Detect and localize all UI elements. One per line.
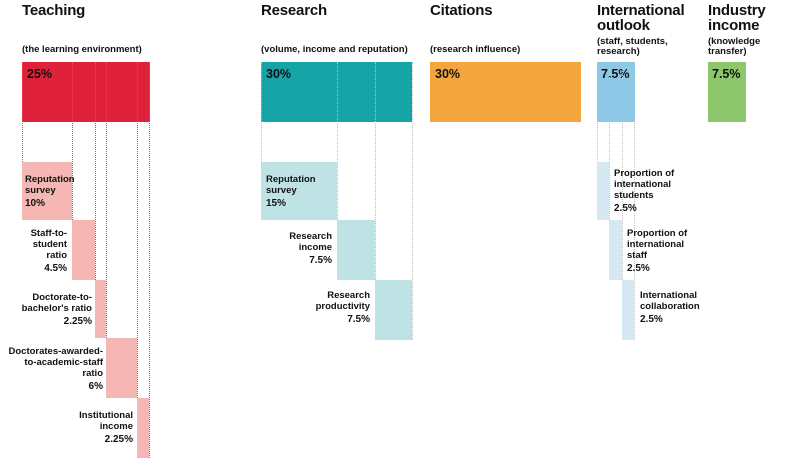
- research-guide-line: [337, 62, 338, 220]
- international-staff-value: 2.5%: [627, 263, 650, 274]
- international-collaboration-value: 2.5%: [640, 314, 663, 325]
- research-reputation-survey-bar: [261, 162, 337, 220]
- research-productivity-label: Research productivity 7.5%: [315, 290, 370, 325]
- research-income-value: 7.5%: [309, 255, 332, 266]
- research-income-bar: [337, 220, 375, 280]
- research-productivity-bar: [375, 280, 412, 340]
- international-staff-bar: [609, 220, 622, 280]
- citations-weight-bar: 30%: [430, 62, 581, 122]
- industry-weight-label: 7.5%: [712, 67, 741, 81]
- teaching-title: Teaching: [22, 2, 86, 19]
- citations-title: Citations: [430, 2, 493, 19]
- research-weight-label: 30%: [266, 67, 292, 81]
- teaching-subtitle: (the learning environment): [22, 44, 142, 55]
- international-guide-line: [622, 62, 623, 280]
- research-guide-line: [375, 62, 376, 280]
- teaching-doctorate-bachelor-ratio-value: 2.25%: [63, 316, 92, 327]
- research-income-label: Research income 7.5%: [289, 231, 332, 266]
- teaching-staff-student-ratio-value: 4.5%: [44, 263, 67, 274]
- international-guide-line: [609, 62, 610, 220]
- research-weight-bar: 30%: [261, 62, 412, 122]
- teaching-guide-line: [149, 62, 150, 458]
- international-guide-line: [597, 62, 598, 162]
- research-productivity-value: 7.5%: [347, 314, 370, 325]
- international-collaboration-label: International collaboration 2.5%: [640, 290, 700, 325]
- teaching-reputation-survey-label: Reputation survey 10%: [25, 174, 75, 209]
- international-subtitle-line2: research): [597, 46, 640, 57]
- teaching-guide-line: [72, 62, 73, 220]
- teaching-doctorates-awarded-value: 6%: [88, 381, 103, 392]
- international-weight-label: 7.5%: [601, 67, 630, 81]
- teaching-weight-bar: 25%: [22, 62, 150, 122]
- research-guide-line: [412, 62, 413, 340]
- research-reputation-survey-label: Reputation survey 15%: [266, 174, 316, 209]
- industry-title-line1: Industry: [708, 2, 766, 19]
- international-students-bar: [597, 162, 609, 220]
- industry-weight-bar: 7.5%: [708, 62, 746, 122]
- teaching-guide-line: [137, 62, 138, 398]
- international-title-line1: International: [597, 2, 685, 19]
- industry-subtitle-line1: (knowledge: [708, 36, 761, 47]
- teaching-institutional-income-value: 2.25%: [104, 434, 133, 445]
- international-guide-line: [634, 62, 635, 340]
- teaching-staff-student-ratio-label: Staff-to-student ratio 4.5%: [30, 228, 67, 274]
- teaching-guide-line: [22, 62, 23, 162]
- industry-subtitle-line2: transfer): [708, 46, 747, 57]
- teaching-doctorates-awarded-label: Doctorates-awarded-to-academic-staff rati…: [8, 346, 104, 392]
- teaching-doctorates-awarded-bar: [106, 338, 137, 398]
- teaching-institutional-income-bar: [137, 398, 149, 458]
- international-weight-bar: 7.5%: [597, 62, 635, 122]
- research-guide-line: [261, 62, 262, 162]
- teaching-doctorate-bachelor-ratio-label: Doctorate-to-bachelor's ratio 2.25%: [21, 292, 92, 327]
- teaching-guide-line: [106, 62, 107, 338]
- international-students-value: 2.5%: [614, 203, 637, 214]
- international-title-line2: outlook: [597, 17, 650, 34]
- teaching-institutional-income-label: Institutional income 2.25%: [79, 410, 133, 445]
- industry-title-line2: income: [708, 17, 760, 34]
- teaching-reputation-survey-bar: [22, 162, 72, 220]
- international-subtitle-line1: (staff, students,: [597, 36, 668, 47]
- international-students-label: Proportion of international students 2.5%: [614, 168, 675, 214]
- teaching-staff-student-ratio-bar: [72, 220, 95, 280]
- citations-subtitle: (research influence): [430, 44, 521, 55]
- research-subtitle: (volume, income and reputation): [261, 44, 408, 55]
- teaching-doctorate-bachelor-ratio-bar: [95, 280, 106, 338]
- teaching-guide-line: [95, 62, 96, 280]
- citations-weight-label: 30%: [435, 67, 461, 81]
- teaching-reputation-survey-value: 10%: [25, 198, 46, 209]
- research-title: Research: [261, 2, 327, 19]
- teaching-weight-label: 25%: [27, 67, 53, 81]
- research-reputation-survey-value: 15%: [266, 198, 287, 209]
- international-collaboration-bar: [622, 280, 634, 340]
- international-staff-label: Proportion of international staff 2.5%: [627, 228, 688, 274]
